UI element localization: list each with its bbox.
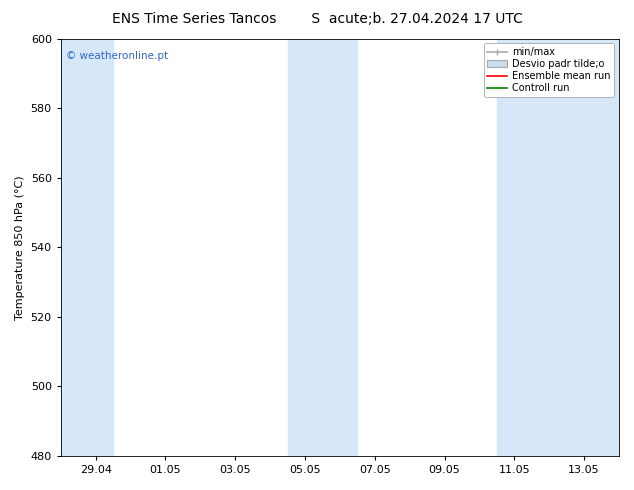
Text: ENS Time Series Tancos        S  acute;b. 27.04.2024 17 UTC: ENS Time Series Tancos S acute;b. 27.04.… <box>112 12 522 26</box>
Text: © weatheronline.pt: © weatheronline.pt <box>67 51 169 61</box>
Bar <box>288 39 358 456</box>
Bar <box>497 39 619 456</box>
Legend: min/max, Desvio padr tilde;o, Ensemble mean run, Controll run: min/max, Desvio padr tilde;o, Ensemble m… <box>484 44 614 97</box>
Bar <box>61 39 113 456</box>
Y-axis label: Temperature 850 hPa (°C): Temperature 850 hPa (°C) <box>15 175 25 319</box>
